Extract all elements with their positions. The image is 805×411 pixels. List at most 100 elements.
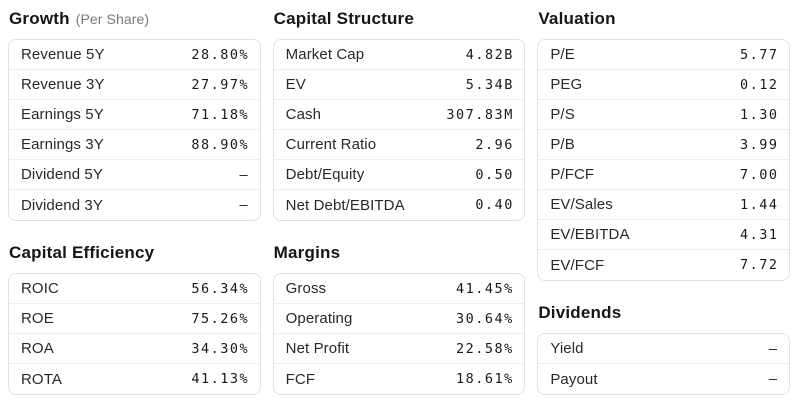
metric-value: 5.77 [739,46,779,63]
metric-value: 2.96 [475,136,514,153]
metric-row-margins-1: Operating 30.64% [273,304,525,334]
metric-label: FCF [285,370,316,388]
metric-row-growth-4: Dividend 5Y – [9,160,260,190]
metric-value: 75.26% [191,310,250,327]
metric-value: 5.34B [465,76,514,93]
metric-label: Debt/Equity [285,166,365,183]
section-title-text: Dividends [538,303,622,322]
metric-row-dividends-1: Payout – [538,364,789,394]
metric-value: 7.72 [739,257,779,273]
metrics-column-left: Growth (Per Share) Revenue 5Y 28.80% Rev… [8,8,261,395]
metric-row-growth-0: Revenue 5Y 28.80% [9,40,260,70]
metric-label: Market Cap [285,46,365,63]
metric-value: 18.61% [456,371,514,387]
metric-row-capital-structure-3: Current Ratio 2.96 [273,130,525,160]
metric-value: 56.34% [191,280,250,297]
metric-label: Gross [285,280,327,297]
section-title-text: Capital Structure [273,9,415,28]
metric-label: Operating [285,310,353,327]
metric-value: 3.99 [739,136,779,153]
section-title-text: Capital Efficiency [9,243,155,262]
metric-label: ROTA [21,370,62,388]
metric-label: P/FCF [550,166,595,183]
section-valuation: Valuation P/E 5.77 PEG 0.12 P/S 1.30 P/B… [537,8,790,281]
section-capital-efficiency: Capital Efficiency ROIC 56.34% ROE 75.26… [8,242,261,395]
metric-row-margins-2: Net Profit 22.58% [273,334,525,364]
metric-label: EV/FCF [550,256,605,274]
metric-row-capital-structure-4: Debt/Equity 0.50 [273,160,525,190]
metric-label: ROE [21,310,54,327]
metric-value: 0.50 [475,166,514,183]
metric-value: 30.64% [456,310,514,327]
section-dividends: Dividends Yield – Payout – [537,302,790,395]
metric-row-capital-structure-0: Market Cap 4.82B [273,40,525,70]
section-title-text: Valuation [538,9,616,28]
dividends-card: Yield – Payout – [537,333,790,395]
metric-label: EV/Sales [550,196,613,213]
metric-label: Revenue 3Y [21,76,105,93]
section-title-text: Growth [9,9,70,28]
metric-row-growth-2: Earnings 5Y 71.18% [9,100,260,130]
metric-label: Net Profit [285,340,350,357]
metric-label: Payout [550,370,598,388]
metric-row-capital-structure-1: EV 5.34B [273,70,525,100]
section-title: Capital Structure [274,8,526,30]
metric-value: 1.44 [739,196,779,213]
metric-value: – [768,340,779,357]
section-subtitle: (Per Share) [75,11,150,27]
metric-value: 41.13% [191,371,250,387]
metric-label: Dividend 5Y [21,166,103,183]
metric-row-growth-5: Dividend 3Y – [9,190,260,220]
metric-value: 7.00 [739,166,779,183]
metric-row-valuation-6: EV/EBITDA 4.31 [538,220,789,250]
metric-row-margins-3: FCF 18.61% [273,364,525,394]
metric-value: 0.40 [475,197,514,213]
valuation-card: P/E 5.77 PEG 0.12 P/S 1.30 P/B 3.99 P/FC… [537,39,790,281]
metrics-column-right: Valuation P/E 5.77 PEG 0.12 P/S 1.30 P/B… [537,8,790,395]
metric-label: EV [285,76,306,93]
metric-row-margins-0: Gross 41.45% [273,274,525,304]
metric-label: Earnings 5Y [21,106,104,123]
metric-row-capital-efficiency-3: ROTA 41.13% [9,364,260,394]
metric-row-dividends-0: Yield – [538,334,789,364]
metric-row-capital-efficiency-0: ROIC 56.34% [9,274,260,304]
metric-row-capital-structure-5: Net Debt/EBITDA 0.40 [273,190,525,220]
section-title: Growth (Per Share) [9,8,261,30]
metric-label: ROIC [21,280,59,297]
metric-value: 88.90% [191,136,250,153]
metric-value: – [768,371,779,387]
metric-row-capital-structure-2: Cash 307.83M [273,100,525,130]
metric-label: Net Debt/EBITDA [285,196,405,214]
metric-label: P/S [550,106,575,123]
metric-value: 41.45% [456,280,514,297]
metric-row-valuation-0: P/E 5.77 [538,40,789,70]
metric-value: 22.58% [456,340,514,357]
metric-row-valuation-5: EV/Sales 1.44 [538,190,789,220]
metric-row-capital-efficiency-1: ROE 75.26% [9,304,260,334]
metric-label: Current Ratio [285,136,377,153]
metric-row-valuation-4: P/FCF 7.00 [538,160,789,190]
growth-card: Revenue 5Y 28.80% Revenue 3Y 27.97% Earn… [8,39,261,221]
capital-efficiency-card: ROIC 56.34% ROE 75.26% ROA 34.30% ROTA 4… [8,273,261,395]
metric-row-valuation-7: EV/FCF 7.72 [538,250,789,280]
metric-label: Yield [550,340,584,357]
metric-label: P/B [550,136,575,153]
margins-card: Gross 41.45% Operating 30.64% Net Profit… [272,273,526,395]
metric-row-valuation-2: P/S 1.30 [538,100,789,130]
metric-value: 1.30 [739,106,779,123]
capital-structure-card: Market Cap 4.82B EV 5.34B Cash 307.83M C… [272,39,526,221]
metric-label: Revenue 5Y [21,46,105,63]
section-title: Dividends [538,302,790,324]
metric-label: P/E [550,46,575,63]
metric-label: PEG [550,76,583,93]
metric-value: – [239,197,250,213]
metric-label: Earnings 3Y [21,136,104,153]
metric-row-valuation-1: PEG 0.12 [538,70,789,100]
metric-row-growth-1: Revenue 3Y 27.97% [9,70,260,100]
metric-row-growth-3: Earnings 3Y 88.90% [9,130,260,160]
metric-value: 0.12 [739,76,779,93]
metric-label: Cash [285,106,322,123]
section-title: Margins [274,242,526,264]
metric-row-valuation-3: P/B 3.99 [538,130,789,160]
